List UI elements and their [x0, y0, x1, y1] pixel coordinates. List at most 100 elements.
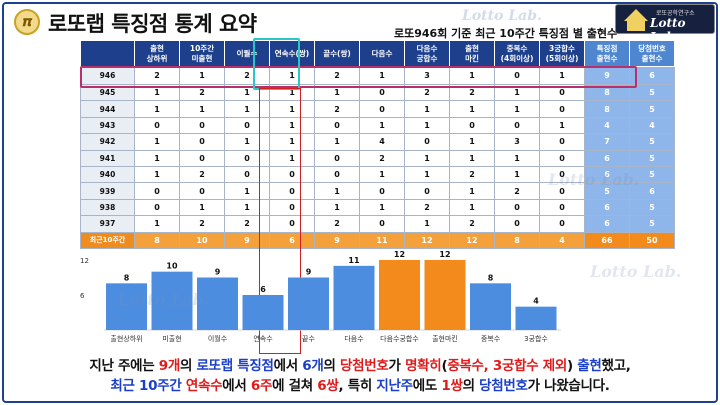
round-cell: 942	[80, 133, 135, 151]
table-cell: 12	[449, 231, 495, 249]
table-cell: 0	[134, 198, 180, 217]
table-cell: 5	[629, 149, 675, 167]
table-cell: 6	[629, 66, 675, 85]
table-cell: 2	[449, 165, 495, 184]
table-cell: 1	[269, 116, 315, 135]
table-cell: 0	[179, 133, 225, 151]
table-cell: 6	[584, 198, 630, 217]
table-cell: 0	[359, 83, 405, 102]
table-cell: 5	[629, 215, 675, 233]
table-cell: 0	[314, 165, 360, 184]
bar-value-label: 10	[166, 262, 178, 271]
watermark: Lotto Lab.	[462, 8, 542, 24]
table-cell: 1	[269, 149, 315, 167]
summary-fragment: 의	[180, 358, 197, 374]
table-cell: 6	[584, 215, 630, 233]
round-cell: 939	[80, 182, 135, 200]
table-cell: 5	[629, 198, 675, 217]
table-cell: 4	[629, 116, 675, 135]
column-header: 특징점 출현수	[584, 40, 630, 67]
bar-value-label: 12	[439, 250, 450, 259]
summary-fragment: 중복수, 3궁합수 제외	[447, 358, 567, 374]
round-cell: 944	[80, 100, 135, 118]
table-cell: 4	[539, 231, 585, 249]
table-cell: 6	[584, 165, 630, 184]
round-cell: 940	[80, 165, 135, 184]
category-label: 연속수	[253, 335, 273, 343]
summary-fragment: 6개	[302, 358, 324, 374]
column-header: 출현 마킨	[449, 40, 495, 67]
stats-table: 출현 상하위 10주간 미출현 이월수 연속수(쌍) 끝수(쌍) 다음수 다음수 궁합수 출현…	[80, 40, 675, 249]
chart-watermark-right: Lotto Lab.	[590, 262, 682, 281]
round-cell: 941	[80, 149, 135, 167]
table-cell: 5	[629, 100, 675, 118]
table-cell: 0	[539, 215, 585, 233]
table-cell: 2	[134, 66, 180, 85]
table-cell: 1	[404, 165, 450, 184]
table-cell: 1	[224, 198, 270, 217]
table-cell: 1	[314, 182, 360, 200]
table-row: 943 0 0 0 1 0 1 1 0 0 1 4 4	[80, 116, 675, 135]
summary-fragment: 의	[462, 378, 480, 394]
summary-fragment: 6주	[250, 378, 273, 394]
table-cell: 0	[269, 215, 315, 233]
table-cell: 12	[404, 231, 450, 249]
table-cell: 8	[584, 83, 630, 102]
column-header: 출현 상하위	[134, 40, 180, 67]
chart-watermark-left: Lotto Lab.	[118, 290, 210, 309]
table-cell: 2	[179, 165, 225, 184]
table-cell: 8	[494, 231, 540, 249]
summary-fragment: 로또랩 특징점	[196, 358, 274, 374]
column-header: 이월수	[224, 40, 270, 67]
table-row: 944 1 1 1 1 2 0 1 1 1 0 8 5	[80, 100, 675, 118]
table-cell: 8	[584, 100, 630, 118]
column-header: 다음수 궁합수	[404, 40, 450, 67]
table-cell: 9	[314, 231, 360, 249]
chart-bar	[470, 283, 511, 330]
table-row: 937 1 2 2 0 2 0 1 2 0 0 6 5	[80, 215, 675, 233]
table-cell: 1	[134, 83, 180, 102]
table-cell: 66	[584, 231, 630, 249]
table-cell: 0	[314, 116, 360, 135]
table-cell: 2	[179, 215, 225, 233]
table-cell: 0	[494, 215, 540, 233]
table-cell: 0	[224, 165, 270, 184]
summary-fragment: 1쌍	[441, 378, 463, 394]
table-cell: 0	[269, 182, 315, 200]
category-label: 이월수	[208, 334, 228, 343]
chart-bar	[197, 277, 238, 330]
bar-value-label: 6	[260, 285, 266, 294]
table-cell: 2	[224, 66, 270, 85]
column-header: 10주간 미출현	[179, 40, 225, 67]
table-cell: 1	[359, 198, 405, 217]
table-cell: 1	[449, 149, 495, 167]
summary-fragment: 에서	[222, 378, 251, 394]
table-cell: 0	[539, 133, 585, 151]
summary-fragment: , 특히	[338, 378, 377, 394]
table-cell: 0	[179, 182, 225, 200]
summary-fragment: 했고,	[601, 358, 631, 374]
summary-fragment: 출현	[577, 358, 602, 374]
table-cell: 3	[494, 133, 540, 151]
table-cell: 0	[539, 100, 585, 118]
table-cell: 1	[449, 133, 495, 151]
summary-text: 지난 주에는 9개의 로또랩 특징점에서 6개의 당첨번호가 명확히(중복수, …	[0, 356, 720, 396]
category-label: 3궁합수	[524, 334, 548, 343]
summary-fragment: 에도	[412, 378, 442, 394]
table-cell: 0	[539, 149, 585, 167]
table-cell: 2	[494, 182, 540, 200]
column-header: 중복수 (4회이상)	[494, 40, 540, 67]
table-cell: 5	[584, 182, 630, 200]
category-label: 출현상하위	[110, 334, 142, 343]
brand-small-text: 로또공학연구소	[656, 10, 695, 17]
chart-bar	[424, 260, 466, 330]
table-cell: 0	[134, 116, 180, 135]
table-cell: 4	[584, 116, 630, 135]
stats-table-wrap: 출현 상하위 10주간 미출현 이월수 연속수(쌍) 끝수(쌍) 다음수 다음수 궁합수 출현…	[80, 40, 675, 249]
table-cell: 0	[359, 215, 405, 233]
table-cell: 1	[494, 83, 540, 102]
highlight-consecutive-column	[259, 88, 301, 354]
table-cell: 1	[539, 66, 585, 85]
table-cell: 1	[494, 100, 540, 118]
summary-line-1: 지난 주에는 9개의 로또랩 특징점에서 6개의 당첨번호가 명확히(중복수, …	[0, 356, 720, 376]
